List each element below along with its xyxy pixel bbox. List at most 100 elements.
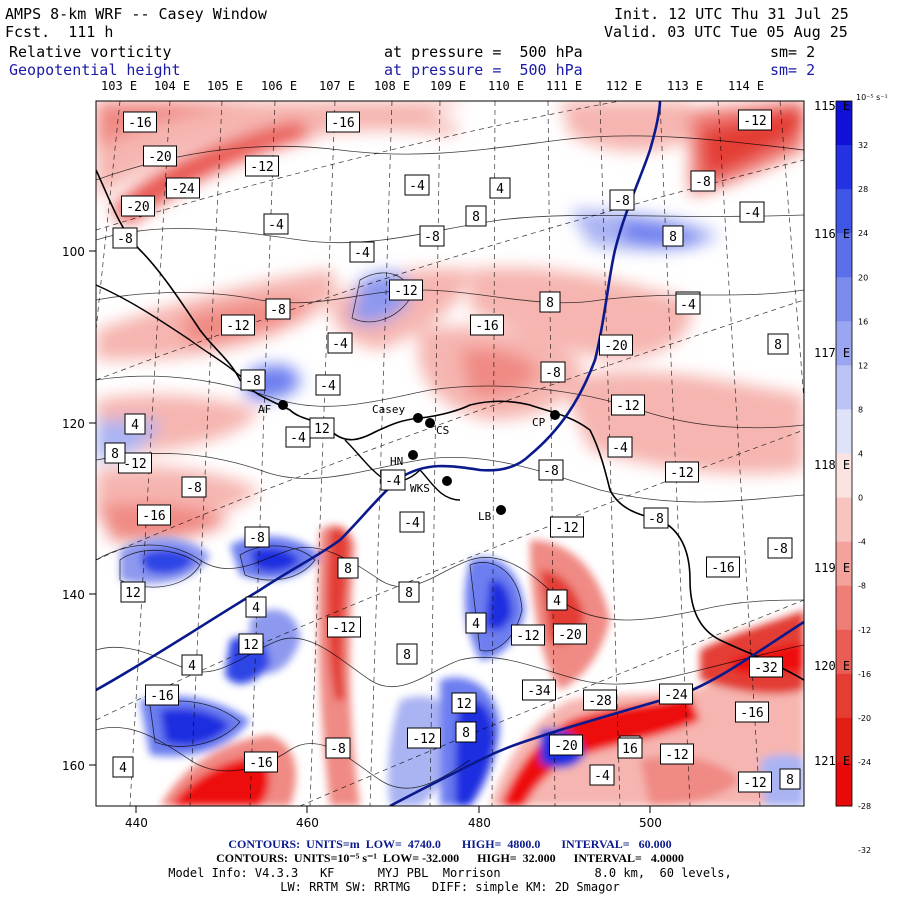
svg-text:-12: -12	[123, 457, 146, 472]
colorbar-swatch	[836, 233, 852, 278]
contour-label: 8	[767, 333, 789, 355]
x-axis-labels: 440 460 480 500	[125, 816, 662, 830]
contour-label: 4	[112, 756, 134, 778]
svg-text:12: 12	[456, 697, 472, 712]
svg-text:-32: -32	[754, 661, 777, 676]
colorbar-label: -20	[858, 714, 871, 723]
station-markers	[278, 400, 560, 515]
field2-level: at pressure = 500 hPa	[384, 61, 583, 79]
colorbar-swatch	[836, 453, 852, 499]
contour-label: -4	[380, 469, 406, 491]
lon-label: 107 E	[319, 79, 355, 93]
y-tick-label: 100	[62, 245, 85, 259]
station-label: Casey	[372, 403, 405, 416]
contour-label: -20	[143, 145, 177, 167]
station-cp-marker	[550, 410, 560, 420]
y-tick-label: 120	[62, 417, 85, 431]
colorbar-label: 32	[858, 141, 868, 150]
lon-label: 114 E	[728, 79, 764, 93]
contour-label: 4	[546, 589, 568, 611]
contour-label: -28	[583, 689, 617, 711]
colorbar-label: -24	[858, 758, 871, 767]
svg-text:-4: -4	[680, 298, 696, 313]
lon-label: 106 E	[261, 79, 297, 93]
svg-text:-8: -8	[117, 232, 133, 247]
station-af-marker	[278, 400, 288, 410]
field2-name: Geopotential height	[9, 61, 181, 79]
contour-label: 8	[396, 643, 418, 665]
y-tick-label: 160	[62, 759, 85, 773]
svg-text:-4: -4	[612, 441, 628, 456]
footer-contours-height: CONTOURS: UNITS=m LOW= 4740.0 HIGH= 4800…	[228, 837, 672, 851]
station-casey-marker	[413, 413, 423, 423]
contour-label: 12	[120, 581, 146, 603]
svg-text:-16: -16	[331, 116, 354, 131]
contour-label: -12	[550, 516, 584, 538]
svg-text:4: 4	[252, 601, 260, 616]
contour-label: -12	[611, 394, 645, 416]
contour-label: -8	[419, 225, 445, 247]
contour-label: -16	[244, 751, 278, 773]
station-wks-marker	[442, 476, 452, 486]
colorbar-label: 4	[858, 450, 863, 459]
svg-text:-8: -8	[186, 481, 202, 496]
svg-text:-28: -28	[588, 694, 611, 709]
colorbar-unit: 10⁻⁵ s⁻¹	[856, 93, 888, 102]
svg-text:4: 4	[119, 761, 127, 776]
contour-label: -4	[399, 511, 425, 533]
svg-text:12: 12	[314, 422, 330, 437]
contour-label: -12	[660, 743, 694, 765]
svg-text:-16: -16	[142, 509, 165, 524]
field1-name: Relative vorticity	[9, 43, 172, 61]
svg-text:8: 8	[403, 648, 411, 663]
station-hn-marker	[408, 450, 418, 460]
coastline	[96, 169, 804, 681]
contour-label: -34	[522, 679, 556, 701]
contour-label: -12	[738, 109, 772, 131]
contour-label: -16	[123, 111, 157, 133]
colorbar-swatch	[836, 365, 852, 410]
svg-text:-8: -8	[695, 175, 711, 190]
station-label: AF	[258, 403, 271, 416]
contour-label: 8	[779, 768, 801, 790]
colorbar-label: 24	[858, 229, 868, 238]
svg-text:-12: -12	[226, 319, 249, 334]
svg-text:-16: -16	[150, 689, 173, 704]
contour-label: -4	[349, 241, 375, 263]
svg-text:-12: -12	[616, 399, 639, 414]
footer-contours-vorticity: CONTOURS: UNITS=10⁻⁵ s⁻¹ LOW= -32.000 HI…	[216, 851, 684, 865]
colorbar-swatch	[836, 409, 852, 454]
svg-text:8: 8	[774, 338, 782, 353]
colorbar-swatch	[836, 277, 852, 322]
svg-text:-12: -12	[665, 748, 688, 763]
contour-label: -8	[609, 189, 635, 211]
contour-label: -16	[470, 314, 504, 336]
contour-label: 8	[398, 581, 420, 603]
svg-text:-20: -20	[604, 339, 627, 354]
lon-label: 112 E	[606, 79, 642, 93]
svg-text:-8: -8	[270, 303, 286, 318]
svg-text:16: 16	[622, 742, 638, 757]
contour-label: -16	[326, 111, 360, 133]
contour-label: 4	[181, 654, 203, 676]
station-labels: AF Casey CS CP HN WKS LB	[258, 403, 546, 523]
field1-smoothing: sm= 2	[770, 43, 816, 61]
colorbar-swatch	[836, 321, 852, 366]
svg-text:8: 8	[669, 230, 677, 245]
lon-label: 105 E	[207, 79, 243, 93]
height-contour-4800	[389, 620, 804, 806]
svg-text:-4: -4	[409, 179, 425, 194]
valid-time: Valid. 03 UTC Tue 05 Aug 25	[604, 23, 848, 41]
svg-text:-12: -12	[743, 114, 766, 129]
svg-text:-12: -12	[332, 621, 355, 636]
colorbar-label: 0	[858, 494, 863, 503]
svg-text:-8: -8	[545, 366, 561, 381]
contour-label: 8	[539, 291, 561, 313]
contour-label: 8	[662, 225, 684, 247]
contour-label: -16	[735, 701, 769, 723]
colorbar-label: -12	[858, 626, 871, 635]
svg-text:-8: -8	[614, 194, 630, 209]
vorticity-shading: AF Casey CS CP HN WKS LB -16 -16 -20 -24 -12…	[96, 101, 804, 806]
contour-labels: -16 -16 -20 -24 -12 -20 -8 -4 -4 -8 -12 -16 -20 -8 -12…	[104, 109, 801, 793]
vorticity-contours	[96, 135, 804, 789]
